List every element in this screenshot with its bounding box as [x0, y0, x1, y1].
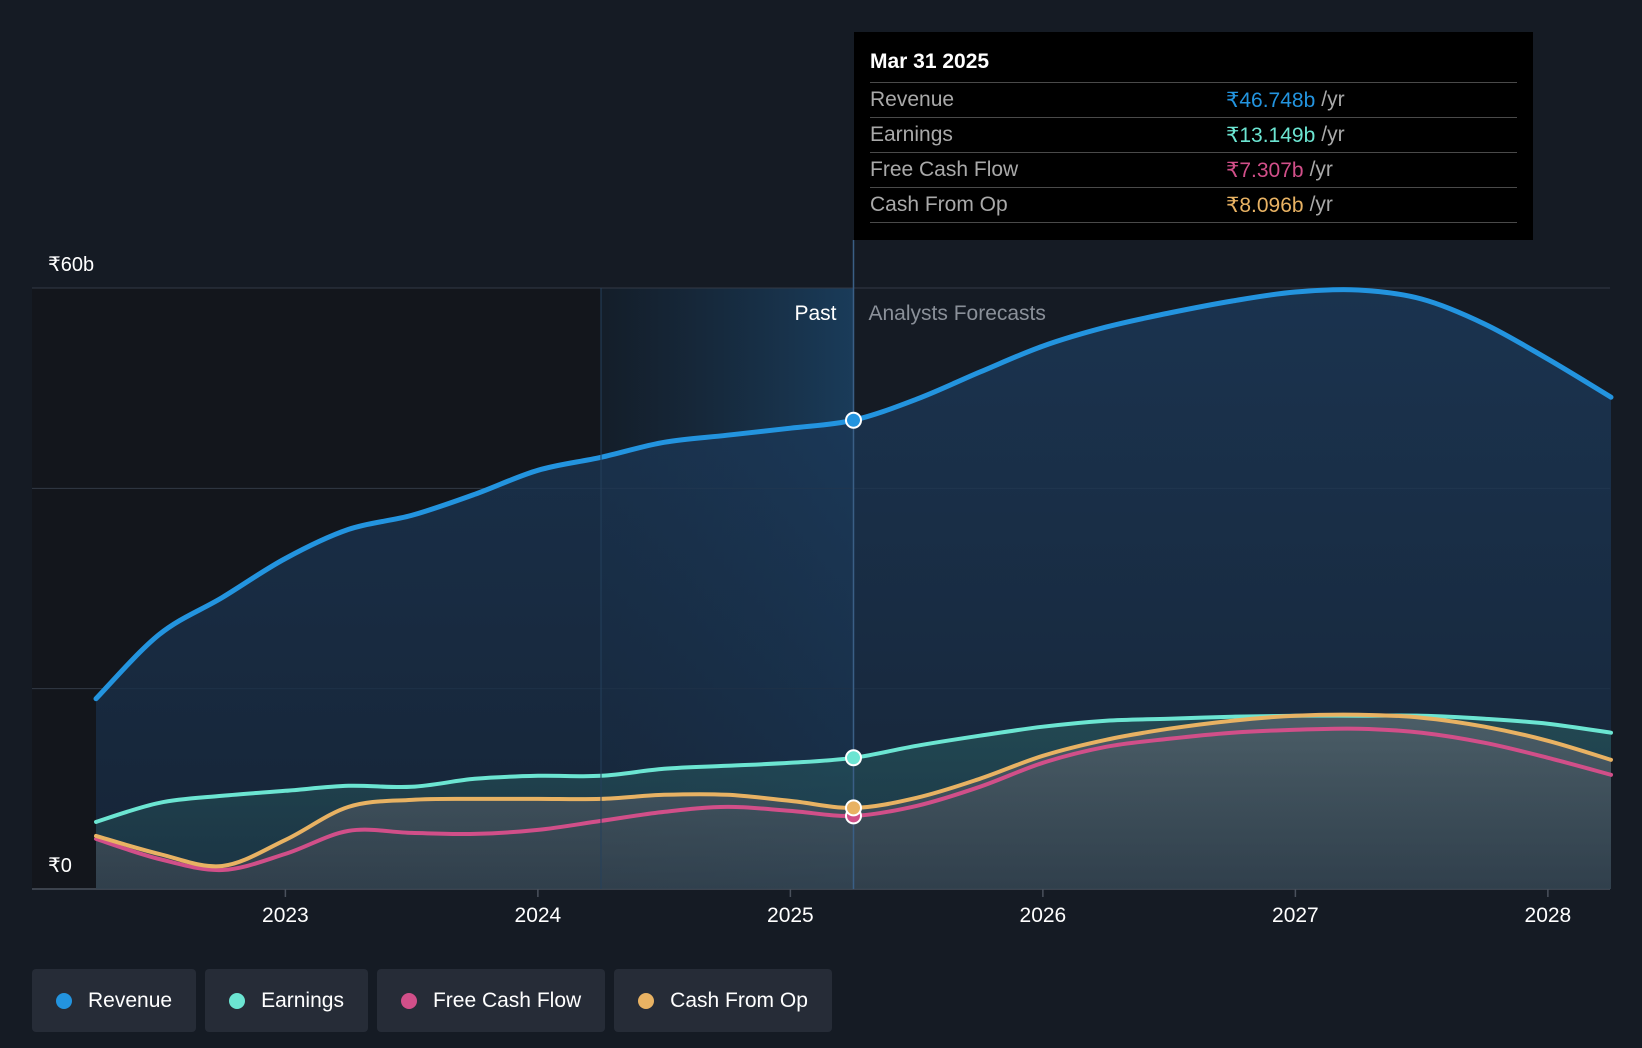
past-label: Past [794, 302, 836, 325]
forecast-label: Analysts Forecasts [869, 302, 1046, 325]
revenue-dot-icon [56, 992, 72, 1009]
tooltip-unit: /yr [1309, 158, 1333, 181]
marker-cash-from-op[interactable] [845, 799, 862, 817]
tooltip-unit: /yr [1321, 88, 1345, 111]
cash-area [96, 714, 1611, 889]
marker-earnings[interactable] [845, 749, 862, 767]
y-tick-label-top: ₹60b [48, 254, 94, 276]
tooltip: Mar 31 2025 Revenue ₹46.748b /yr Earning… [854, 32, 1533, 240]
cash-from-op-dot-icon [638, 992, 655, 1009]
tooltip-value: ₹7.307b [1226, 158, 1304, 182]
legend-label: Earnings [261, 988, 344, 1012]
x-tick-label: 2024 [515, 904, 562, 927]
legend-item-revenue[interactable]: Revenue [32, 969, 197, 1032]
x-tick-label: 2026 [1020, 904, 1067, 927]
tooltip-label: Cash From Op [870, 193, 1008, 216]
legend-label: Cash From Op [670, 988, 808, 1012]
tooltip-row-earnings: Earnings ₹13.149b /yr [870, 117, 1517, 152]
tooltip-row-free-cash-flow: Free Cash Flow ₹7.307b /yr [870, 152, 1517, 187]
tooltip-date: Mar 31 2025 [870, 50, 990, 73]
legend: Revenue Earnings Free Cash Flow Cash Fro… [32, 969, 832, 1032]
tooltip-label: Earnings [870, 123, 953, 146]
x-tick-label: 2023 [262, 904, 309, 927]
tooltip-value: ₹13.149b [1226, 123, 1316, 147]
tooltip-label: Free Cash Flow [870, 158, 1019, 181]
tooltip-unit: /yr [1321, 123, 1345, 146]
marker-revenue[interactable] [845, 411, 862, 429]
tooltip-unit: /yr [1309, 193, 1333, 216]
free-cash-flow-dot-icon [400, 992, 417, 1009]
y-tick-label-bottom: ₹0 [48, 855, 72, 877]
legend-label: Free Cash Flow [432, 988, 582, 1012]
tooltip-value: ₹46.748b [1226, 88, 1316, 112]
tooltip-label: Revenue [870, 88, 955, 111]
legend-item-earnings[interactable]: Earnings [205, 969, 368, 1032]
x-tick-label: 2027 [1272, 904, 1319, 927]
tooltip-value: ₹8.096b [1226, 193, 1304, 217]
tooltip-row-revenue: Revenue ₹46.748b /yr [870, 82, 1517, 117]
tooltip-row-cash-from-op: Cash From Op ₹8.096b /yr [870, 187, 1517, 223]
x-tick-label: 2028 [1525, 904, 1572, 927]
legend-label: Revenue [88, 988, 173, 1012]
earnings-dot-icon [229, 992, 246, 1009]
legend-item-free-cash-flow[interactable]: Free Cash Flow [376, 969, 606, 1032]
x-tick-label: 2025 [767, 904, 814, 927]
legend-item-cash-from-op[interactable]: Cash From Op [614, 969, 832, 1032]
